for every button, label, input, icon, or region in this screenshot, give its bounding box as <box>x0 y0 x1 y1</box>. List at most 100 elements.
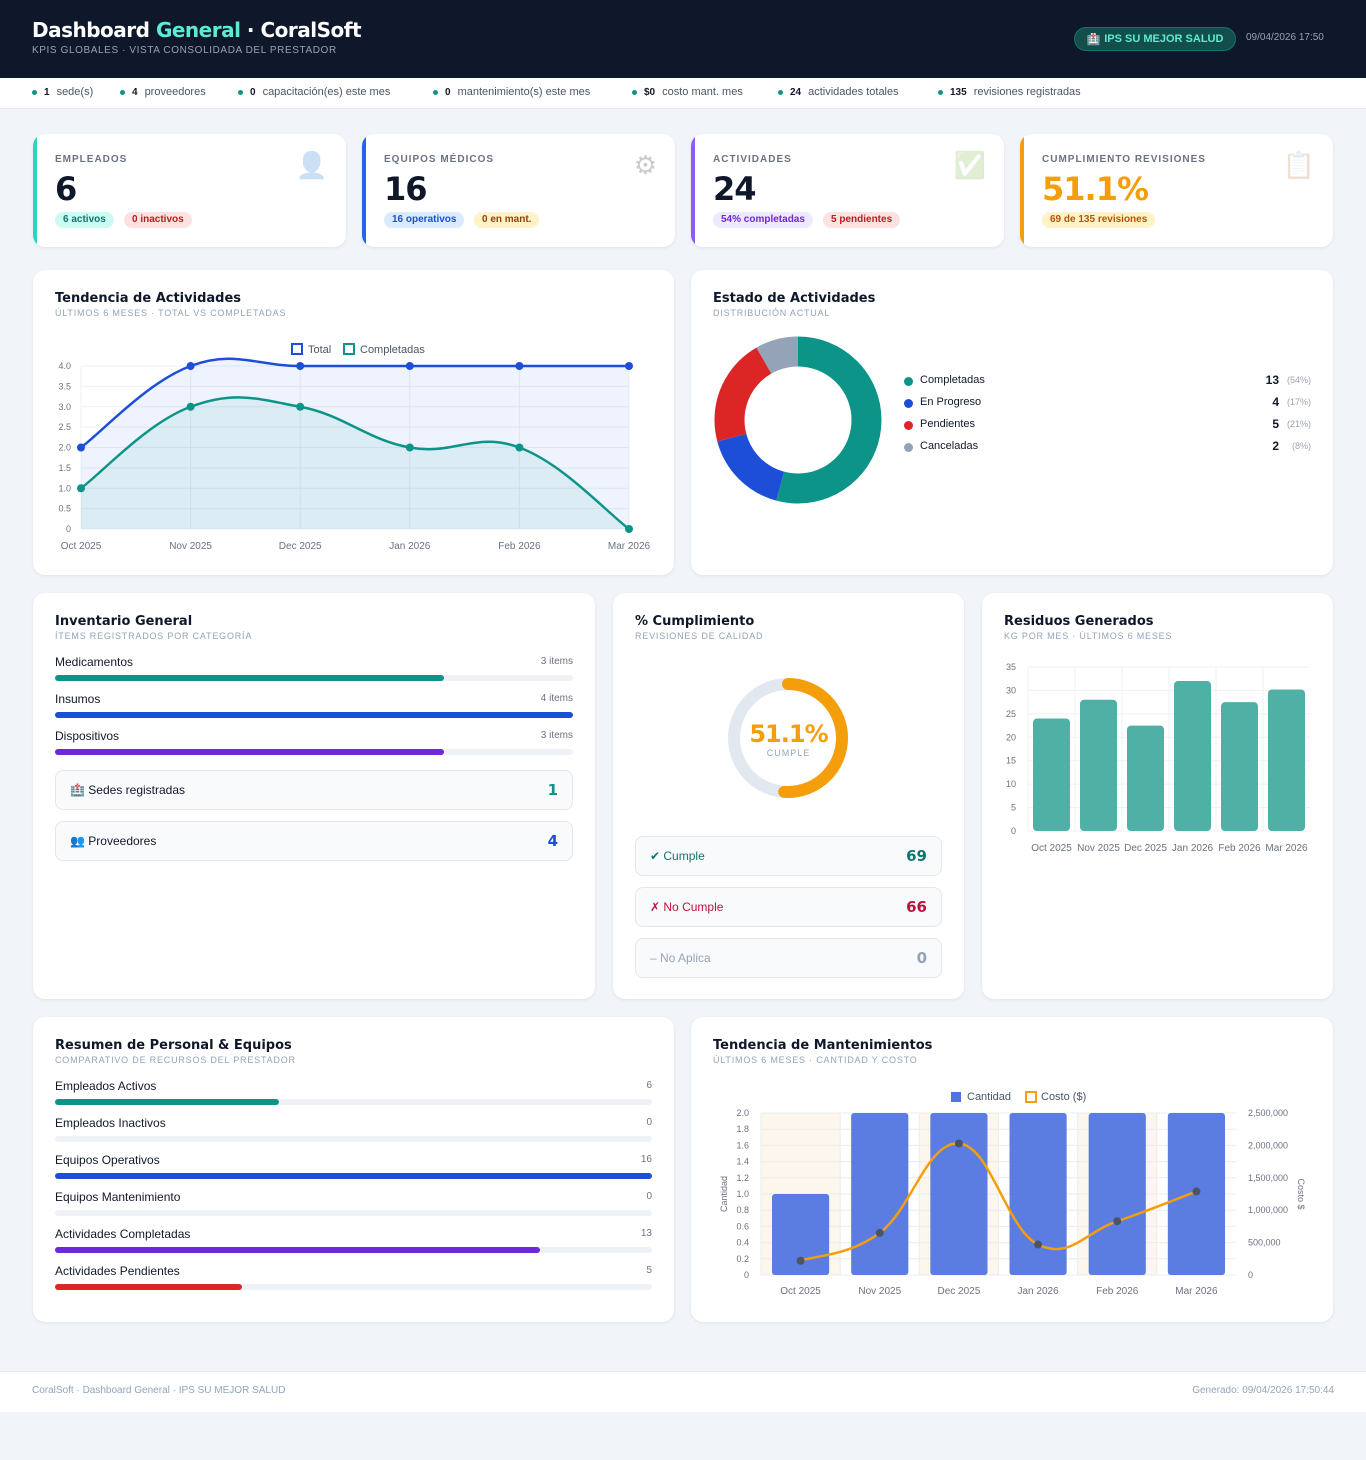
y-tick-label: 3.5 <box>58 381 71 391</box>
kpi-card-equipos[interactable]: EQUIPOS MÉDICOS ⚙ 16 16 operativos 0 en … <box>362 134 675 247</box>
kpi-pill-revisiones: 69 de 135 revisiones <box>1042 212 1156 228</box>
completadas-point <box>405 443 414 452</box>
card-subtitle: ÚLTIMOS 6 MESES · TOTAL VS COMPLETADAS <box>55 308 287 318</box>
y-tick-label: 4.0 <box>58 361 71 371</box>
legend-total-label: Total <box>308 344 331 356</box>
legend-costo-swatch <box>1025 1091 1037 1103</box>
completadas-point <box>625 525 633 533</box>
card-subtitle: COMPARATIVO DE RECURSOS DEL PRESTADOR <box>55 1055 296 1065</box>
y-tick-label: 5 <box>1011 803 1016 813</box>
user-icon: 👤 <box>295 150 328 180</box>
strip-value: $0 <box>644 86 656 98</box>
legend-dot-icon <box>904 421 913 430</box>
kpi-pill-activos: 6 activos <box>55 212 114 228</box>
no-aplica-box[interactable]: – No Aplica 0 <box>635 938 942 978</box>
cantidad-bar <box>772 1194 830 1275</box>
strip-item-capacitaciones: 0 capacitación(es) este mes <box>238 86 390 98</box>
cantidad-bar <box>1088 1113 1146 1275</box>
strip-value: 0 <box>250 86 256 98</box>
strip-item-sedes: 1 sede(s) <box>32 86 93 98</box>
kpi-pill-pendientes: 5 pendientes <box>823 212 901 228</box>
x-tick-label: Mar 2026 <box>608 541 651 552</box>
legend-cantidad-swatch <box>951 1092 961 1102</box>
y-tick-label: 1.0 <box>736 1189 749 1199</box>
y-tick-label: 35 <box>1006 662 1016 672</box>
sedes-box[interactable]: 🏥 Sedes registradas 1 <box>55 770 573 810</box>
kpi-accent-bar <box>1020 134 1024 247</box>
series-total-area <box>81 358 629 529</box>
dot-icon <box>433 89 438 95</box>
costo-point <box>1192 1187 1201 1196</box>
card-title: % Cumplimiento <box>635 614 755 629</box>
sedes-value: 1 <box>547 781 558 799</box>
card-subtitle: KG POR MES · ÚLTIMOS 6 MESES <box>1004 631 1173 641</box>
y2-tick-label: 500,000 <box>1248 1238 1281 1248</box>
residuos-bar <box>1080 699 1117 831</box>
kpi-pill-inactivos: 0 inactivos <box>124 212 192 228</box>
x-tick-label: Nov 2025 <box>858 1286 901 1297</box>
x-tick-label: Oct 2025 <box>61 541 102 552</box>
x-tick-label: Jan 2026 <box>1172 843 1214 854</box>
x-tick-label: Jan 2026 <box>1018 1286 1060 1297</box>
estado-donut-chart <box>714 336 882 504</box>
sedes-label: Sedes registradas <box>88 783 186 797</box>
resumen-item-value: 5 <box>646 1265 652 1276</box>
y-tick-label: 15 <box>1006 756 1016 766</box>
legend-label: Pendientes <box>920 418 976 430</box>
cumplimiento-gauge <box>728 678 848 798</box>
title-part1: Dashboard <box>32 18 156 42</box>
y-tick-label: 2.0 <box>736 1108 749 1118</box>
card-title: Inventario General <box>55 614 193 629</box>
kpi-card-actividades[interactable]: ACTIVIDADES ✅ 24 54% completadas 5 pendi… <box>691 134 1004 247</box>
kpi-accent-bar <box>691 134 695 247</box>
inventario-fill <box>55 749 444 755</box>
kpi-label: CUMPLIMIENTO REVISIONES <box>1042 154 1206 165</box>
y-tick-label: 1.6 <box>736 1140 749 1150</box>
x-tick-label: Feb 2026 <box>1218 843 1261 854</box>
y-tick-label: 30 <box>1006 685 1016 695</box>
proveedores-box[interactable]: 👥 Proveedores 4 <box>55 821 573 861</box>
kpi-pill-mantenimiento: 0 en mant. <box>474 212 540 228</box>
y2-tick-label: 2,000,000 <box>1248 1140 1288 1150</box>
kpi-card-empleados[interactable]: EMPLEADOS 👤 6 6 activos 0 inactivos <box>33 134 346 247</box>
y-tick-label: 0.6 <box>736 1221 749 1231</box>
legend-label: Completadas <box>920 374 985 386</box>
y-tick-label: 0.5 <box>58 504 71 514</box>
strip-item-mantenimientos: 0 mantenimiento(s) este mes <box>433 86 590 98</box>
y-tick-label: 0.2 <box>736 1254 749 1264</box>
legend-label: Canceladas <box>920 440 979 452</box>
resumen-fill <box>55 1099 279 1105</box>
total-point <box>77 443 85 452</box>
provider-badge[interactable]: 🏥 IPS SU MEJOR SALUD <box>1074 27 1236 51</box>
strip-label: revisiones registradas <box>973 86 1081 98</box>
legend-value: 13 <box>1265 373 1279 387</box>
legend-label: En Progreso <box>920 396 982 408</box>
residuos-bar <box>1174 681 1211 831</box>
kpi-label: EQUIPOS MÉDICOS <box>384 154 495 165</box>
cumple-box[interactable]: ✔ Cumple 69 <box>635 836 942 876</box>
legend-percent: (21%) <box>1286 419 1311 429</box>
kpi-label: EMPLEADOS <box>55 154 128 165</box>
kpi-accent-bar <box>33 134 37 247</box>
footer-left-text: CoralSoft · Dashboard General · IPS SU M… <box>32 1385 286 1396</box>
kpi-pill-operativos: 16 operativos <box>384 212 465 228</box>
footer-generated-text: Generado: 09/04/2026 17:50:44 <box>1192 1385 1334 1396</box>
completadas-point <box>186 402 195 411</box>
residuos-bar <box>1268 689 1305 831</box>
kpi-card-cumplimiento[interactable]: CUMPLIMIENTO REVISIONES 📋 51.1% 69 de 13… <box>1020 134 1333 247</box>
resumen-item-value: 0 <box>646 1191 652 1202</box>
resumen-card: Resumen de Personal & Equipos COMPARATIV… <box>33 1017 674 1322</box>
inventario-item-count: 3 items <box>540 730 573 741</box>
completadas-point <box>515 443 524 452</box>
inventario-item-count: 3 items <box>540 656 573 667</box>
y-tick-label: 1.8 <box>736 1124 749 1134</box>
sedes-box-label: 🏥 Sedes registradas <box>70 783 185 797</box>
resumen-item-label: Actividades Pendientes <box>55 1264 180 1278</box>
total-point <box>296 362 305 370</box>
resumen-item-value: 6 <box>646 1080 652 1091</box>
cumple-value: 69 <box>906 847 927 865</box>
strip-label: capacitación(es) este mes <box>262 86 391 98</box>
x-tick-label: Mar 2026 <box>1175 1286 1218 1297</box>
cantidad-bar <box>851 1113 909 1275</box>
no-cumple-box[interactable]: ✗ No Cumple 66 <box>635 887 942 927</box>
